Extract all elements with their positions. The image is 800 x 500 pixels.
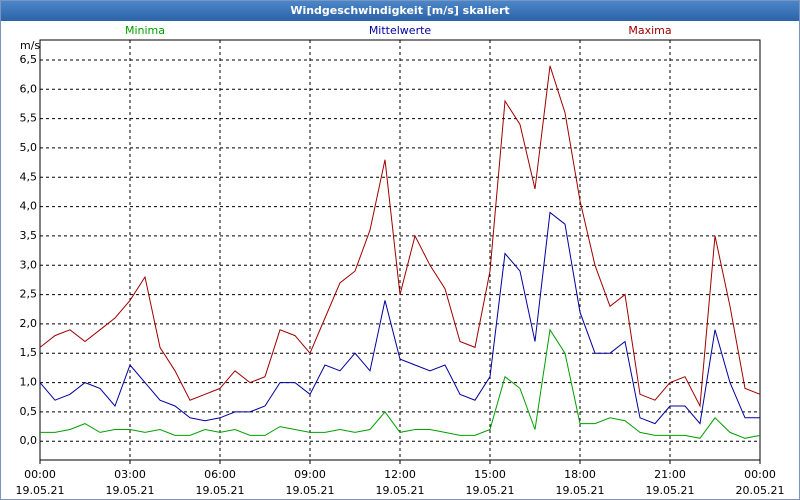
title-bar: Windgeschwindigkeit [m/s] skaliert bbox=[1, 1, 799, 21]
series-line bbox=[39, 211, 760, 425]
y-tick-label: 2,5 bbox=[20, 288, 38, 301]
x-tick-date: 19.05.21 bbox=[466, 484, 515, 497]
y-tick-label: 0,0 bbox=[20, 434, 38, 447]
x-tick-date: 19.05.21 bbox=[196, 484, 245, 497]
x-tick-label: 00:00 bbox=[24, 468, 56, 481]
legend-entry: Maxima bbox=[628, 24, 671, 37]
y-axis-label: m/s bbox=[20, 39, 40, 52]
chart: m/s 0,0 0,5 1,0 1,5 2,0 2,5 3,0 3,5 4,0 4,5 5,0 5,5… bbox=[16, 24, 785, 497]
x-tick-label: 18:00 bbox=[564, 468, 596, 481]
y-tick-label: 6,5 bbox=[20, 53, 38, 66]
x-tick-date: 19.05.21 bbox=[16, 484, 65, 497]
x-tick-date: 20.05.21 bbox=[736, 484, 785, 497]
x-tick-label: 09:00 bbox=[294, 468, 326, 481]
x-tick-date: 19.05.21 bbox=[376, 484, 425, 497]
y-tick-label: 2,0 bbox=[20, 317, 38, 330]
x-tick-label: 21:00 bbox=[654, 468, 686, 481]
y-tick-label: 5,0 bbox=[20, 141, 38, 154]
x-tick-date: 19.05.21 bbox=[646, 484, 695, 497]
series-line bbox=[39, 65, 761, 408]
x-tick-label: 06:00 bbox=[204, 468, 236, 481]
y-tick-label: 5,5 bbox=[20, 112, 38, 125]
x-tick-label: 15:00 bbox=[474, 468, 506, 481]
series-line bbox=[40, 328, 761, 439]
y-tick-label: 6,0 bbox=[20, 82, 38, 95]
plot-frame bbox=[39, 39, 761, 461]
x-tick-date: 19.05.21 bbox=[286, 484, 335, 497]
y-tick-label: 0,5 bbox=[20, 405, 38, 418]
legend-entry: Mittelwerte bbox=[369, 24, 432, 37]
y-tick-label: 4,5 bbox=[20, 170, 38, 183]
y-tick-label: 1,0 bbox=[20, 376, 38, 389]
x-tick-label: 03:00 bbox=[114, 468, 146, 481]
y-tick-label: 3,0 bbox=[20, 258, 38, 271]
x-tick-date: 19.05.21 bbox=[556, 484, 605, 497]
y-tick-label: 4,0 bbox=[20, 200, 38, 213]
legend-entry: Minima bbox=[125, 24, 165, 37]
x-tick-date: 19.05.21 bbox=[106, 484, 155, 497]
x-tick-label: 12:00 bbox=[384, 468, 416, 481]
y-tick-label: 3,5 bbox=[20, 229, 38, 242]
x-tick-label: 00:00 bbox=[744, 468, 776, 481]
y-tick-label: 1,5 bbox=[20, 346, 38, 359]
